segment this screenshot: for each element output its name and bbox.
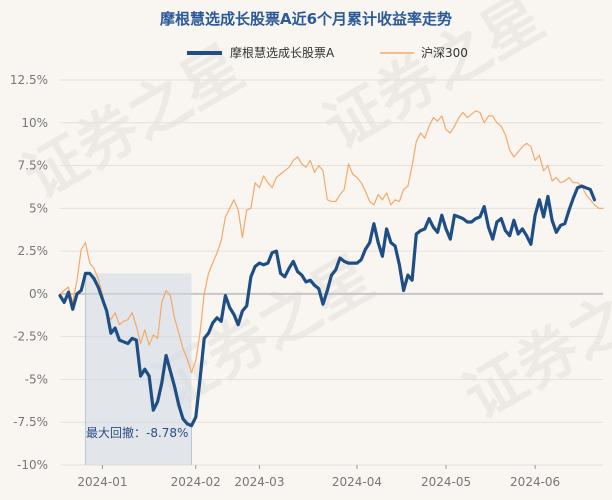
y-tick-label: -5%: [25, 372, 48, 386]
y-tick-label: 10%: [21, 116, 48, 130]
x-tick-label: 2024-05: [421, 475, 471, 489]
x-tick-label: 2024-01: [77, 475, 127, 489]
y-tick-label: 2.5%: [18, 244, 49, 258]
y-tick-label: 12.5%: [10, 73, 48, 87]
y-tick-label: -7.5%: [13, 415, 48, 429]
legend: 摩根慧选成长股票A 沪深300: [187, 45, 468, 60]
x-tick-label: 2024-06: [510, 475, 560, 489]
y-tick-label: 0%: [29, 287, 48, 301]
x-tick-label: 2024-02: [171, 475, 221, 489]
legend-label-fund: 摩根慧选成长股票A: [230, 45, 335, 60]
x-tick-label: 2024-04: [332, 475, 382, 489]
y-tick-label: -2.5%: [13, 330, 48, 344]
y-tick-label: -10%: [17, 458, 48, 472]
max-drawdown-label: 最大回撤：-8.78%: [86, 425, 188, 440]
watermark-4: 证券之星: [453, 252, 612, 433]
chart-title: 摩根慧选成长股票A近6个月累计收益率走势: [160, 10, 452, 28]
legend-label-index: 沪深300: [421, 46, 468, 60]
series-layer: [58, 110, 604, 428]
series-line-fund: [58, 184, 597, 428]
y-tick-label: 5%: [29, 201, 48, 215]
y-tick-label: 7.5%: [18, 159, 49, 173]
x-axis-ticks: 2024-01 2024-02 2024-03 2024-04 2024-05 2024-…: [77, 465, 560, 489]
y-axis-ticks: -10% -7.5% -5% -2.5% 0% 2.5% 5% 7.5% 10% 12.5%: [10, 73, 48, 472]
x-tick-label: 2024-03: [234, 475, 284, 489]
series-line-index: [59, 110, 604, 374]
